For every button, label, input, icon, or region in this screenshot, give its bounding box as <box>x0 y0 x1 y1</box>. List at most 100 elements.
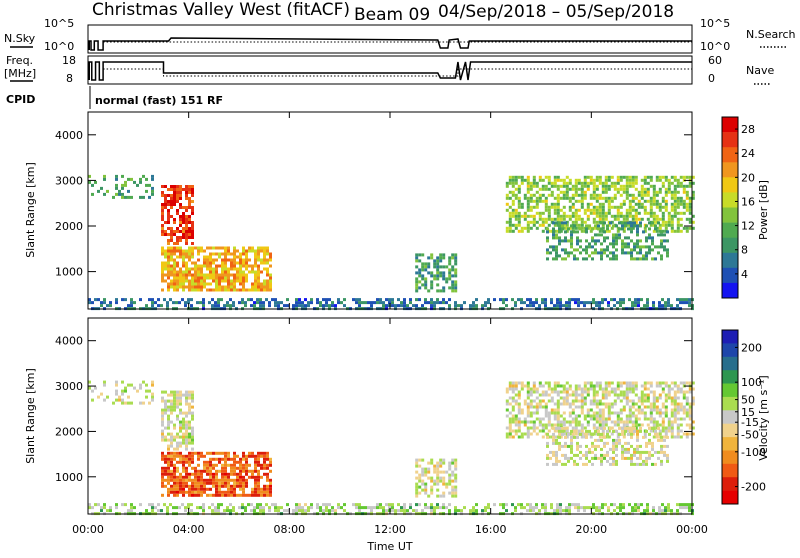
echo-cell <box>607 429 611 433</box>
echo-cell <box>565 214 569 218</box>
echo-cell <box>421 473 425 477</box>
echo-cell <box>658 429 662 433</box>
echo-cell <box>568 187 572 191</box>
echo-cell <box>439 289 443 293</box>
echo-cell <box>576 239 579 243</box>
echo-cell <box>520 202 524 206</box>
echo-cell <box>194 475 197 479</box>
echo-cell <box>624 242 627 246</box>
echo-cell <box>197 264 200 268</box>
echo-cell <box>667 211 671 215</box>
echo-cell <box>607 506 610 510</box>
echo-cell <box>654 257 657 261</box>
echo-cell <box>242 288 245 292</box>
echo-cell <box>609 221 612 225</box>
echo-cell <box>552 233 555 237</box>
echo-cell <box>574 426 578 430</box>
echo-cell <box>604 217 608 221</box>
echo-cell <box>139 503 142 507</box>
echo-cell <box>400 304 403 308</box>
echo-cell <box>145 304 148 308</box>
echo-cell <box>257 487 260 491</box>
echo-cell <box>622 506 625 510</box>
echo-cell <box>505 509 508 513</box>
noise-tick-low-right: 10^0 <box>700 40 730 53</box>
echo-cell <box>229 298 232 302</box>
echo-cell <box>286 509 289 513</box>
echo-cell <box>594 251 597 255</box>
echo-cell <box>586 506 589 510</box>
echo-cell <box>242 481 245 485</box>
echo-cell <box>254 454 257 458</box>
echo-cell <box>619 393 623 397</box>
echo-cell <box>619 384 623 388</box>
echo-cell <box>529 220 533 224</box>
echo-cell <box>245 258 248 262</box>
echo-cell <box>546 230 549 234</box>
echo-cell <box>663 233 666 237</box>
echo-cell <box>598 304 601 308</box>
echo-cell <box>633 450 636 454</box>
echo-cell <box>130 304 133 308</box>
echo-cell <box>637 298 640 302</box>
echo-cell <box>221 270 224 274</box>
echo-cell <box>591 441 594 445</box>
echo-cell <box>251 246 254 250</box>
echo-cell <box>570 435 573 439</box>
echo-cell <box>484 301 487 305</box>
echo-cell <box>598 417 602 421</box>
echo-cell <box>197 457 200 461</box>
echo-cell <box>439 301 442 305</box>
echo-cell <box>685 435 689 439</box>
echo-cell <box>251 451 254 455</box>
echo-cell <box>328 509 331 513</box>
echo-cell <box>552 236 555 240</box>
echo-cell <box>212 493 215 497</box>
x-tick-label: 00:00 <box>676 523 708 536</box>
echo-cell <box>248 270 251 274</box>
echo-cell <box>260 454 263 458</box>
echo-cell <box>619 178 623 182</box>
echo-cell <box>439 464 443 468</box>
echo-cell <box>239 261 242 265</box>
echo-cell <box>460 304 463 308</box>
echo-cell <box>161 457 164 461</box>
echo-cell <box>556 187 560 191</box>
echo-cell <box>185 478 188 482</box>
echo-cell <box>643 229 647 233</box>
echo-cell <box>448 509 451 513</box>
echo-cell <box>436 256 440 260</box>
echo-cell <box>559 196 563 200</box>
echo-cell <box>559 435 563 439</box>
echo-cell <box>621 432 624 436</box>
echo-cell <box>664 304 667 308</box>
echo-cell <box>652 423 656 427</box>
echo-cell <box>191 466 194 470</box>
echo-cell <box>260 285 263 289</box>
echo-cell <box>254 288 257 292</box>
velocity-colorbar: Velocity [m s⁻¹] 2001005015-15-50-100-20… <box>721 329 770 505</box>
echo-cell <box>607 187 611 191</box>
echo-cell <box>538 223 542 227</box>
echo-cell <box>185 460 188 464</box>
echo-cell <box>191 200 194 203</box>
echo-cell <box>685 298 688 302</box>
echo-cell <box>627 227 630 231</box>
echo-cell <box>298 298 301 302</box>
echo-cell <box>667 181 671 185</box>
echo-cell <box>115 301 118 305</box>
echo-cell <box>511 208 515 212</box>
echo-cell <box>613 193 617 197</box>
echo-cell <box>251 469 254 473</box>
echo-cell <box>649 223 653 227</box>
echo-cell <box>179 285 182 289</box>
echo-cell <box>616 208 620 212</box>
echo-cell <box>529 387 533 391</box>
echo-cell <box>487 506 490 510</box>
echo-cell <box>517 390 521 394</box>
echo-cell <box>670 411 674 415</box>
echo-cell <box>245 273 248 277</box>
echo-cell <box>206 460 209 464</box>
echo-cell <box>556 199 560 203</box>
echo-cell <box>245 255 248 259</box>
